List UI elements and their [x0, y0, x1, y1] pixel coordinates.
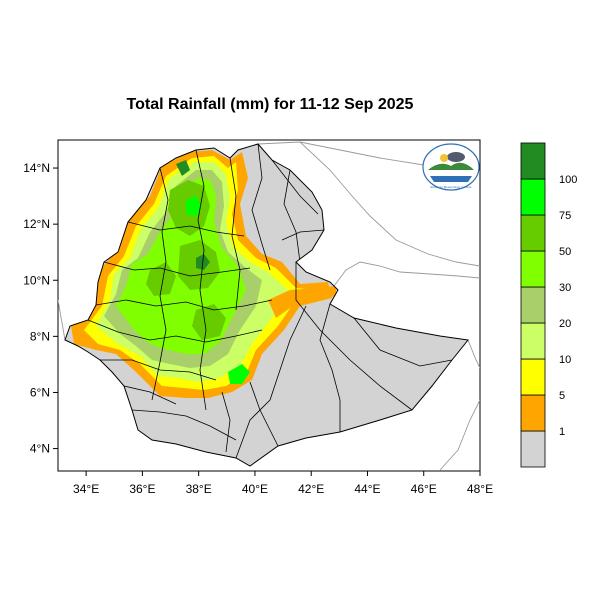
legend-label: 10 [559, 354, 571, 366]
legend-swatch [520, 358, 546, 396]
legend-swatch [520, 286, 546, 324]
lon-tick-label: 46°E [411, 482, 437, 496]
legend-label: 20 [559, 318, 571, 330]
lat-tick-label: 4°N [30, 442, 50, 456]
legend-label: 1 [559, 426, 565, 438]
legend-label: 30 [559, 282, 571, 294]
legend-swatch [520, 430, 546, 468]
logo-caption: Ethiopian Meteorology Institute [430, 185, 472, 189]
rain-band-over-100 [176, 160, 190, 176]
legend-swatch [520, 322, 546, 360]
lon-tick-label: 38°E [186, 482, 212, 496]
lon-axis: 34°E 36°E 38°E 40°E 42°E 44°E 46°E 48°E [73, 471, 493, 496]
legend-swatch [520, 214, 546, 252]
lon-tick-label: 34°E [73, 482, 99, 496]
rain-band-75-100 [228, 364, 250, 384]
legend-label: 75 [559, 210, 571, 222]
lat-axis: 14°N 12°N 10°N 8°N 6°N 4°N [23, 161, 58, 456]
rain-band-50-75 [192, 304, 226, 340]
rain-band-75-100 [186, 196, 202, 216]
lat-tick-label: 8°N [30, 329, 50, 343]
legend-swatch [520, 142, 546, 180]
ethiopian-meteorology-institute-logo-icon: Ethiopian Meteorology Institute [422, 143, 480, 191]
map-title: Total Rainfall (mm) for 11-12 Sep 2025 [126, 96, 414, 113]
lat-tick-label: 14°N [23, 161, 50, 175]
lat-tick-label: 6°N [30, 385, 50, 399]
lon-tick-label: 48°E [467, 482, 493, 496]
legend-swatch [520, 394, 546, 432]
legend-label: 5 [559, 390, 565, 402]
lon-tick-label: 42°E [298, 482, 324, 496]
legend-swatch [520, 250, 546, 288]
legend-label: 100 [559, 174, 577, 186]
rain-band-1-5-east [268, 286, 336, 318]
legend-swatch [520, 178, 546, 216]
lon-tick-label: 40°E [242, 482, 268, 496]
ethiopia-outline [64, 143, 469, 467]
lon-tick-label: 36°E [129, 482, 155, 496]
lat-tick-label: 12°N [23, 217, 50, 231]
legend-label: 50 [559, 246, 571, 258]
legend: 1 5 10 20 30 50 75 100 [520, 142, 577, 468]
lon-tick-label: 44°E [354, 482, 380, 496]
admin-boundaries [87, 144, 453, 459]
lat-tick-label: 10°N [23, 273, 50, 287]
